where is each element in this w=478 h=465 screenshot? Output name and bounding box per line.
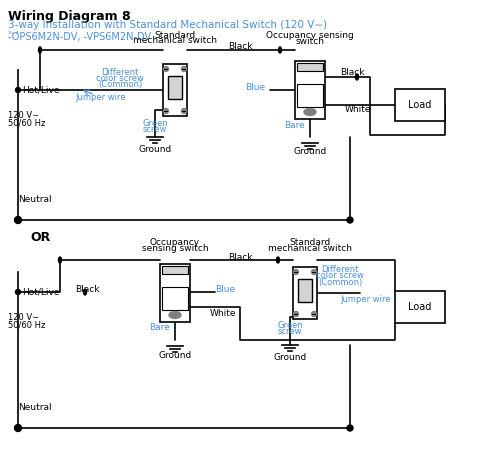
Text: Ground: Ground — [273, 352, 306, 361]
Text: Blue: Blue — [245, 82, 265, 92]
Bar — [163, 64, 187, 116]
Bar — [168, 76, 182, 99]
Text: Hot/Live: Hot/Live — [22, 86, 59, 94]
Text: Green: Green — [142, 119, 168, 127]
Circle shape — [182, 66, 186, 72]
Text: Wiring Diagram 8: Wiring Diagram 8 — [8, 10, 130, 23]
Text: mechanical switch: mechanical switch — [133, 36, 217, 45]
Text: Neutral: Neutral — [18, 404, 52, 412]
Text: Black: Black — [228, 252, 252, 261]
Ellipse shape — [279, 47, 282, 53]
Text: 50/60 Hz: 50/60 Hz — [8, 119, 45, 127]
Ellipse shape — [356, 74, 358, 80]
Bar — [395, 89, 445, 121]
Text: Different: Different — [101, 68, 139, 78]
Text: Black: Black — [75, 285, 99, 293]
Bar — [162, 266, 188, 274]
Text: Standard: Standard — [154, 31, 196, 40]
Circle shape — [312, 312, 316, 317]
Text: mechanical switch: mechanical switch — [268, 244, 352, 253]
Text: White: White — [210, 308, 237, 318]
Text: Ground: Ground — [138, 146, 172, 154]
Circle shape — [182, 108, 186, 113]
Circle shape — [293, 270, 298, 274]
Bar — [293, 267, 317, 319]
Circle shape — [14, 217, 22, 224]
Text: 50/60 Hz: 50/60 Hz — [8, 320, 45, 330]
Bar — [295, 61, 325, 119]
Ellipse shape — [58, 257, 62, 263]
Text: Ground: Ground — [158, 351, 192, 359]
Text: ³ʴ ⁴: ³ʴ ⁴ — [8, 30, 19, 39]
Bar — [297, 63, 323, 71]
Text: Jumper wire: Jumper wire — [75, 93, 126, 101]
Ellipse shape — [39, 47, 42, 53]
Text: -OPS6M2N-DV, -VPS6M2N-DV: -OPS6M2N-DV, -VPS6M2N-DV — [8, 32, 151, 42]
Text: Standard: Standard — [289, 238, 331, 247]
Text: color screw: color screw — [96, 74, 144, 84]
Text: Black: Black — [340, 68, 365, 78]
Circle shape — [312, 270, 316, 274]
Text: Occupancy sensing: Occupancy sensing — [266, 31, 354, 40]
Text: White: White — [345, 106, 371, 114]
Bar — [297, 84, 323, 107]
Text: Different: Different — [321, 266, 358, 274]
Text: 3-way Installation with Standard Mechanical Switch (120 V∼): 3-way Installation with Standard Mechani… — [8, 20, 327, 30]
Text: Green: Green — [277, 320, 303, 330]
Circle shape — [163, 66, 169, 72]
Text: screw: screw — [278, 326, 302, 336]
Text: 120 V∼: 120 V∼ — [8, 312, 39, 321]
Ellipse shape — [169, 312, 181, 319]
Text: Load: Load — [408, 302, 432, 312]
Text: Load: Load — [408, 100, 432, 110]
Circle shape — [15, 290, 21, 294]
Text: Ground: Ground — [293, 147, 326, 157]
Circle shape — [163, 108, 169, 113]
Text: Black: Black — [228, 42, 252, 52]
Circle shape — [347, 217, 353, 223]
Text: Hot/Live: Hot/Live — [22, 287, 59, 297]
Text: Bare: Bare — [149, 324, 170, 332]
Circle shape — [293, 312, 298, 317]
Text: Bare: Bare — [284, 120, 305, 129]
Ellipse shape — [304, 108, 316, 115]
Circle shape — [347, 425, 353, 431]
Bar — [160, 264, 190, 322]
Text: Occupancy: Occupancy — [150, 238, 200, 247]
Text: Blue: Blue — [215, 285, 235, 293]
Bar — [162, 287, 188, 310]
Circle shape — [15, 87, 21, 93]
Ellipse shape — [276, 257, 280, 263]
Text: 120 V∼: 120 V∼ — [8, 111, 39, 120]
Circle shape — [14, 425, 22, 432]
Text: (Common): (Common) — [318, 278, 362, 286]
Text: sensing switch: sensing switch — [141, 244, 208, 253]
Bar — [298, 279, 312, 302]
Ellipse shape — [84, 289, 87, 295]
Text: switch: switch — [295, 37, 325, 46]
Text: Neutral: Neutral — [18, 195, 52, 205]
Text: screw: screw — [143, 125, 167, 133]
Text: OR: OR — [30, 232, 50, 245]
Bar — [395, 291, 445, 323]
Text: color screw: color screw — [316, 272, 364, 280]
Text: Jumper wire: Jumper wire — [340, 295, 391, 305]
Text: (Common): (Common) — [98, 80, 142, 89]
